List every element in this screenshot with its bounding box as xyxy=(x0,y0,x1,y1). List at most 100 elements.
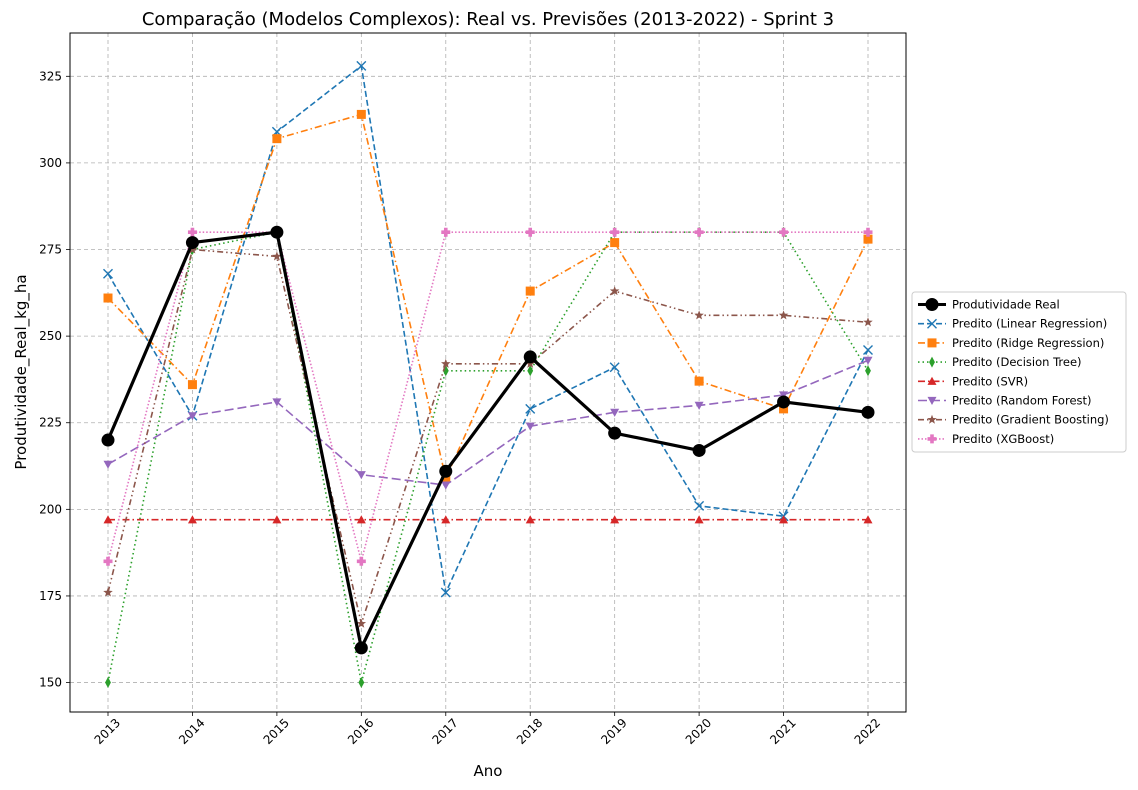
data-point xyxy=(861,405,875,419)
series-layer xyxy=(101,60,875,689)
data-point xyxy=(356,618,367,628)
data-point xyxy=(863,317,873,327)
data-point xyxy=(610,238,620,248)
data-point xyxy=(694,376,704,386)
data-point xyxy=(610,408,620,417)
data-point xyxy=(101,433,115,447)
data-point xyxy=(439,464,453,478)
data-point xyxy=(356,556,366,566)
data-point xyxy=(779,227,789,237)
data-point xyxy=(777,395,791,409)
legend-label: Predito (XGBoost) xyxy=(952,432,1054,446)
data-point xyxy=(525,286,535,296)
data-point xyxy=(103,293,113,303)
series-line xyxy=(107,231,868,562)
series-5 xyxy=(103,356,873,490)
x-tick-label: 2019 xyxy=(598,716,629,747)
chart-title: Comparação (Modelos Complexos): Real vs.… xyxy=(142,9,834,30)
series-7 xyxy=(103,227,873,566)
data-point xyxy=(779,515,789,524)
data-point xyxy=(441,515,451,524)
y-tick-label: 325 xyxy=(39,69,62,83)
y-tick-label: 225 xyxy=(39,416,62,430)
y-tick-label: 150 xyxy=(39,676,62,690)
legend-label: Predito (Decision Tree) xyxy=(952,355,1082,369)
x-tick-label: 2013 xyxy=(92,716,123,747)
data-point xyxy=(694,500,705,511)
grid xyxy=(70,33,906,712)
data-point xyxy=(187,412,197,421)
legend-label: Predito (SVR) xyxy=(952,374,1028,388)
data-point xyxy=(525,422,535,431)
data-point xyxy=(185,236,199,250)
legend-marker xyxy=(927,338,937,348)
data-point xyxy=(105,677,111,689)
data-point xyxy=(863,515,873,524)
data-point xyxy=(609,286,620,296)
data-point xyxy=(187,380,197,390)
data-point xyxy=(354,641,368,655)
data-point xyxy=(356,515,366,524)
data-point xyxy=(358,677,365,689)
series-3 xyxy=(105,226,871,689)
x-tick-label: 2014 xyxy=(176,716,207,747)
legend-label: Predito (Gradient Boosting) xyxy=(952,413,1109,427)
data-point xyxy=(187,227,197,237)
legend-item: Predito (Ridge Regression) xyxy=(918,336,1104,350)
data-point xyxy=(525,515,535,524)
data-point xyxy=(692,443,706,457)
series-line xyxy=(107,64,869,596)
data-point xyxy=(610,515,620,524)
legend-marker xyxy=(927,434,937,444)
plot-frame xyxy=(69,32,907,713)
data-point xyxy=(441,358,451,368)
series-6 xyxy=(103,244,873,628)
x-ticks: 2013 2014 2015 2016 2017 2018 2019 2020 2021 2022 xyxy=(92,712,883,747)
y-tick-label: 175 xyxy=(39,589,62,603)
legend-marker xyxy=(927,376,937,385)
x-axis-title: Ano xyxy=(474,762,503,780)
series-1 xyxy=(103,60,873,598)
legend-label: Predito (Linear Regression) xyxy=(952,317,1107,331)
data-point xyxy=(103,587,113,597)
x-tick-label: 2017 xyxy=(429,716,460,747)
data-point xyxy=(270,225,284,239)
data-point xyxy=(863,227,873,237)
series-line xyxy=(107,231,869,683)
legend-item: Predito (SVR) xyxy=(918,374,1028,388)
data-point xyxy=(441,473,451,483)
data-point xyxy=(863,234,873,244)
data-point xyxy=(694,515,704,524)
data-point xyxy=(778,310,789,320)
legend-item: Predito (Gradient Boosting) xyxy=(918,413,1109,427)
data-point xyxy=(608,426,622,440)
data-point xyxy=(863,356,873,365)
series-0 xyxy=(101,225,875,655)
data-point xyxy=(187,515,197,524)
y-tick-label: 300 xyxy=(39,156,62,170)
legend-label: Predito (Random Forest) xyxy=(952,394,1092,408)
data-point xyxy=(103,460,113,469)
legend-marker xyxy=(927,414,937,424)
legend-marker xyxy=(925,298,939,311)
data-point xyxy=(272,134,282,144)
data-point xyxy=(441,227,451,237)
data-point xyxy=(525,227,535,237)
x-tick-label: 2015 xyxy=(261,716,292,747)
y-axis-title: Produtividade_Real_kg_ha xyxy=(12,274,31,469)
data-point xyxy=(103,556,113,566)
data-point xyxy=(863,344,873,355)
legend: Produtividade Real Predito (Linear Regres… xyxy=(911,291,1127,453)
y-tick-label: 250 xyxy=(39,329,62,343)
data-point xyxy=(356,109,366,119)
legend-label: Produtividade Real xyxy=(952,298,1060,312)
x-tick-label: 2020 xyxy=(683,716,714,747)
legend-item: Predito (Random Forest) xyxy=(918,394,1092,408)
legend-item: Predito (Linear Regression) xyxy=(918,317,1107,331)
data-point xyxy=(527,365,534,377)
y-tick-label: 275 xyxy=(39,243,62,257)
data-point xyxy=(103,515,113,524)
legend-item: Predito (Decision Tree) xyxy=(918,355,1082,369)
legend-item: Produtividade Real xyxy=(918,298,1060,312)
